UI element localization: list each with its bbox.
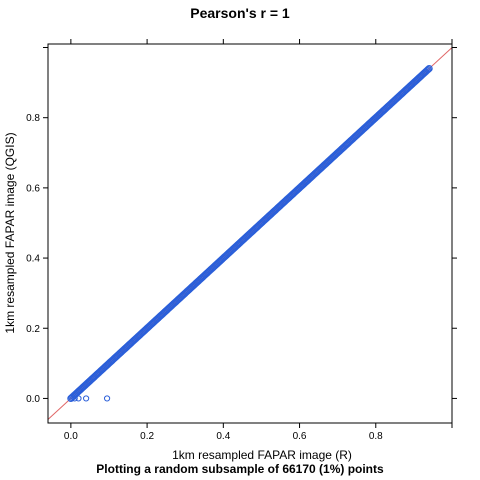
y-tick-label: 0.2 [26,324,40,335]
y-axis-title: 1km resampled FAPAR image (QGIS) [3,132,17,333]
data-point [424,65,432,74]
panel-border [47,43,453,424]
outlier-point [75,395,82,402]
x-tick-label: 0.6 [293,431,307,442]
y-tick-label: 0.0 [26,394,40,405]
chart-subtitle: Plotting a random subsample of 66170 (1%… [96,462,384,476]
chart-title: Pearson's r = 1 [190,5,290,21]
x-tick-label: 0.2 [140,431,154,442]
y-tick-label: 0.6 [26,183,40,194]
y-tick-label: 0.4 [26,254,40,265]
plot-area: 0.0 0.2 0.4 0.6 0.8 0.0 0.2 0.4 0.6 0.8 [26,39,457,442]
x-tick-label: 0.4 [216,431,230,442]
data-point [425,64,433,73]
x-axis-title: 1km resampled FAPAR image (R) [172,448,352,462]
y-tick-label: 0.8 [26,113,40,124]
outlier-point [83,395,90,402]
x-tick-label: 0.0 [64,431,78,442]
outlier-point [103,395,111,402]
data-point [423,67,431,75]
x-tick-label: 0.8 [369,431,383,442]
outlier-point [71,395,78,402]
